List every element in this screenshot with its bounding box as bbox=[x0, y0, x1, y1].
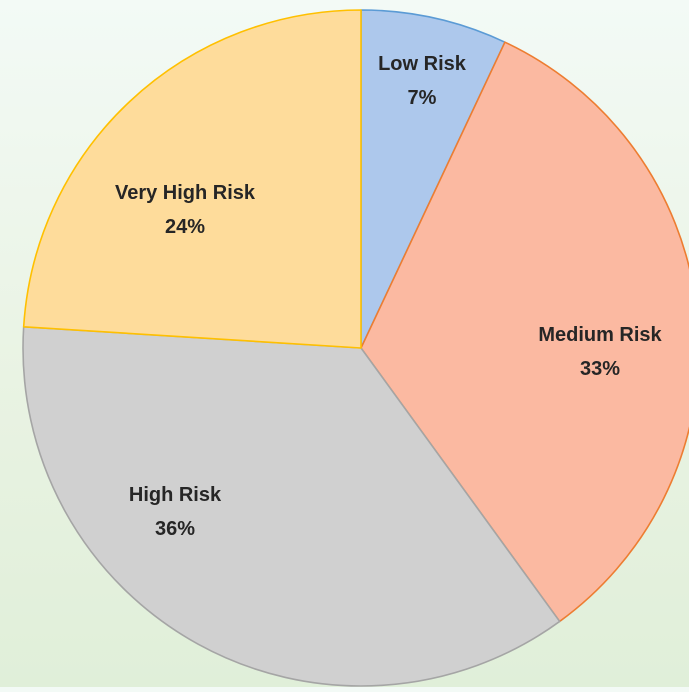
pie-label-name: Very High Risk bbox=[115, 182, 256, 204]
pie-label-low-risk: Low Risk 7% bbox=[378, 53, 467, 109]
pie-slice-low-risk bbox=[360, 9, 506, 349]
pie-label-percent: 36% bbox=[155, 518, 195, 540]
pie-slice-very-high-risk bbox=[22, 9, 362, 349]
pie-label-percent: 33% bbox=[580, 358, 620, 380]
pie-label-medium-risk: Medium Risk 33% bbox=[538, 324, 662, 380]
pie-slice-medium-risk bbox=[360, 41, 689, 623]
pie-label-percent: 7% bbox=[408, 87, 437, 109]
pie-label-name: High Risk bbox=[129, 484, 222, 506]
labels-layer: Low Risk 7% Medium Risk 33% High Risk 36% Very… bbox=[115, 53, 663, 540]
pie-label-name: Low Risk bbox=[378, 53, 467, 75]
pie-slice-high-risk bbox=[22, 325, 561, 687]
pie-label-high-risk: High Risk 36% bbox=[129, 484, 222, 540]
pie-label-name: Medium Risk bbox=[538, 324, 662, 346]
pie-label-very-high-risk: Very High Risk 24% bbox=[115, 182, 256, 238]
slices-layer bbox=[22, 9, 689, 687]
pie-label-percent: 24% bbox=[165, 216, 205, 238]
